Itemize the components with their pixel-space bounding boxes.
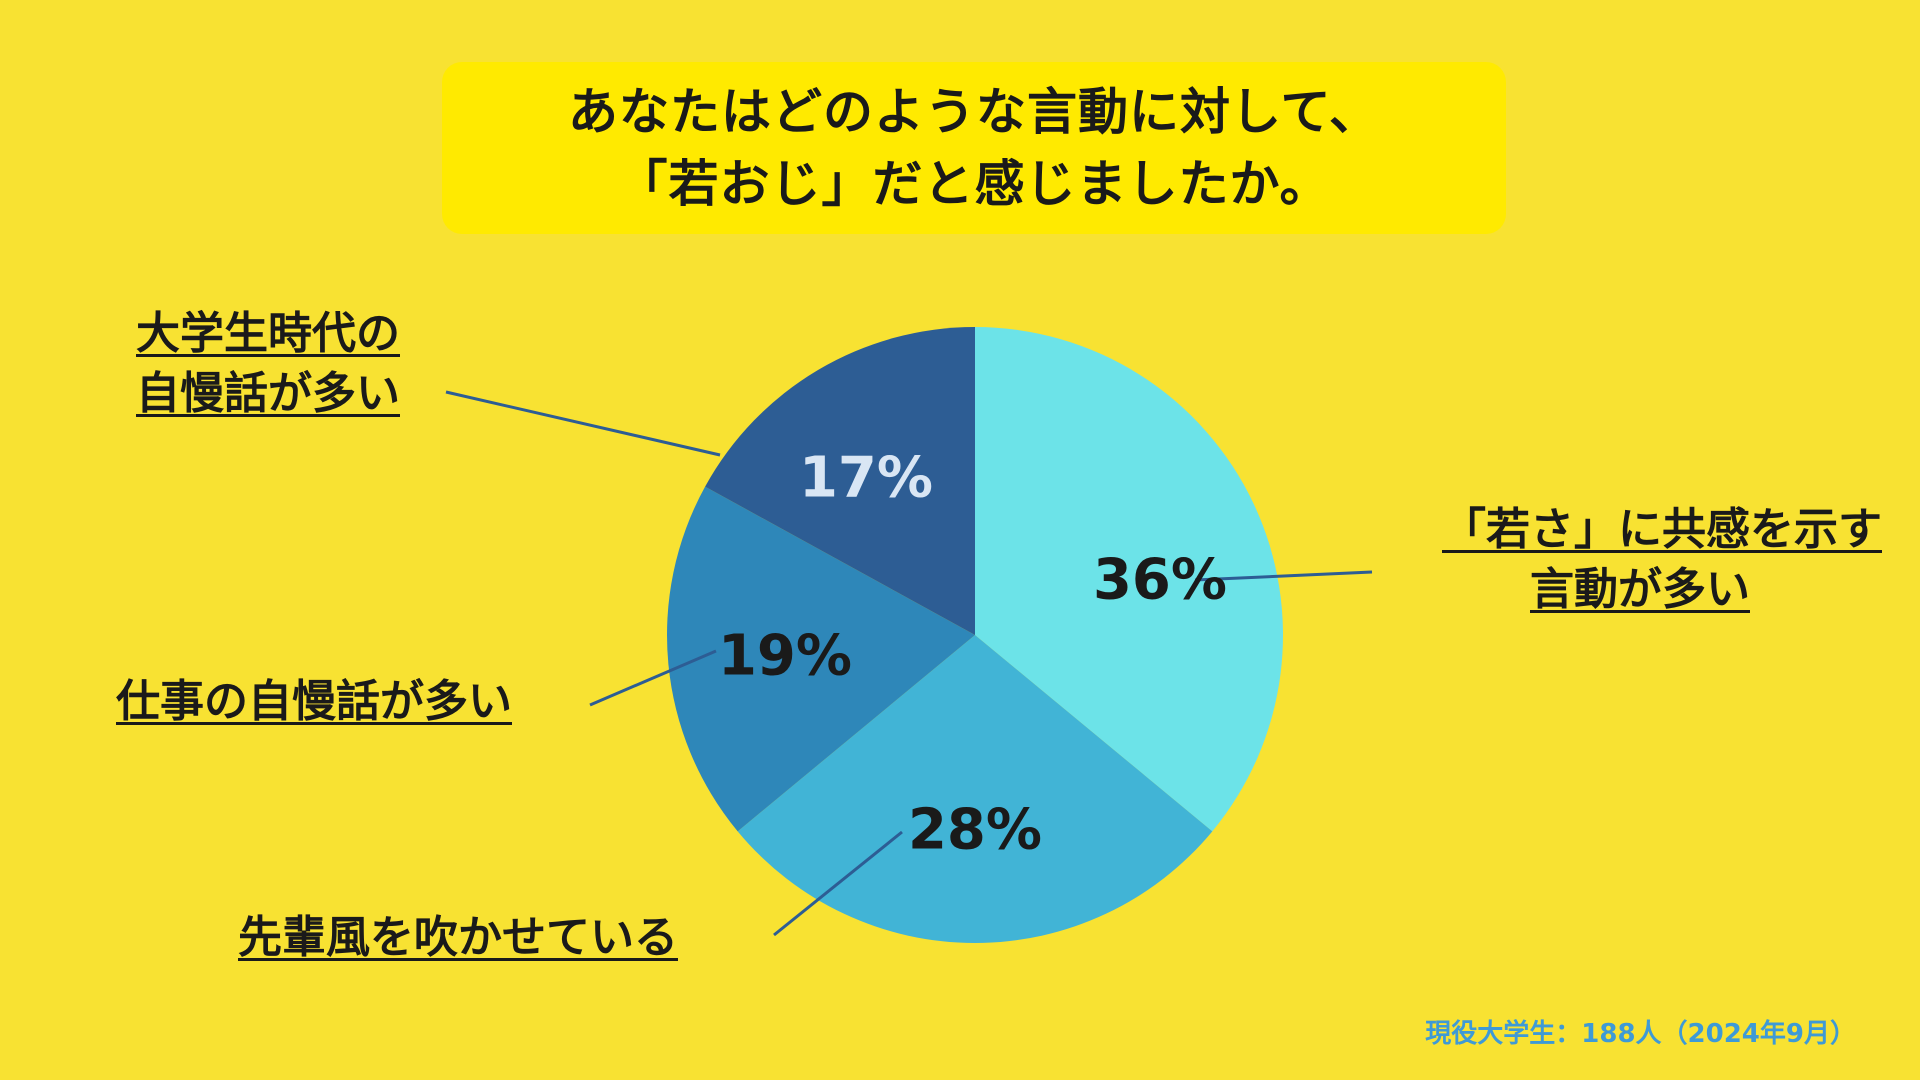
leader-line-daigaku bbox=[445, 390, 721, 457]
pct-label-senpai: 28% bbox=[908, 798, 1042, 863]
pie-slice-senpai bbox=[737, 635, 1213, 943]
label-daigaku-line-1: 大学生時代の bbox=[136, 308, 400, 359]
leader-line-senpai bbox=[773, 830, 903, 937]
label-senpai: 先輩風を吹かせている bbox=[238, 908, 678, 968]
label-daigaku-line-2: 自慢話が多い bbox=[136, 368, 400, 419]
source-note: 現役大学生：188人（2024年9月） bbox=[1425, 1019, 1856, 1049]
pct-label-shigoto: 19% bbox=[718, 624, 852, 689]
label-wakasa: 「若さ」に共感を示す 言動が多い bbox=[1350, 500, 1882, 620]
title-line-1: あなたはどのような言動に対して、 bbox=[568, 83, 1380, 141]
pie-slice-daigaku bbox=[705, 327, 975, 635]
title-box: あなたはどのような言動に対して、 「若おじ」だと感じましたか。 bbox=[442, 62, 1506, 234]
pct-label-wakasa: 36% bbox=[1093, 548, 1227, 613]
label-wakasa-line-1: 「若さ」に共感を示す bbox=[1442, 504, 1882, 555]
pct-label-daigaku: 17% bbox=[799, 446, 933, 511]
label-shigoto-line-1: 仕事の自慢話が多い bbox=[116, 676, 512, 727]
pie-slice-shigoto bbox=[667, 486, 975, 832]
label-daigaku: 大学生時代の 自慢話が多い bbox=[136, 304, 400, 424]
label-shigoto: 仕事の自慢話が多い bbox=[116, 672, 512, 732]
label-wakasa-line-2: 言動が多い bbox=[1530, 564, 1750, 615]
pie-slice-wakasa bbox=[975, 327, 1284, 832]
leader-line-wakasa bbox=[1194, 570, 1373, 582]
label-senpai-line-1: 先輩風を吹かせている bbox=[238, 912, 678, 963]
title-line-2: 「若おじ」だと感じましたか。 bbox=[617, 155, 1331, 213]
leader-line-shigoto bbox=[589, 649, 717, 707]
